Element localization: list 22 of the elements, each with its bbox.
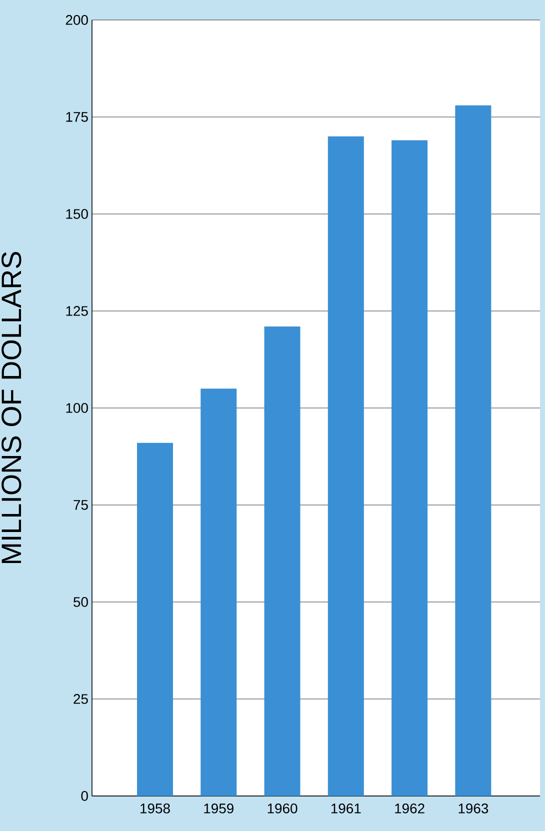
bar (264, 326, 300, 796)
bar (392, 140, 428, 796)
y-tick-label: 50 (74, 597, 88, 607)
x-tick-label: 1960 (268, 804, 298, 814)
x-tick-label: 1961 (331, 804, 361, 814)
y-tick-label: 100 (66, 403, 88, 413)
y-tick-label: 25 (74, 694, 88, 704)
y-tick-label: 200 (66, 15, 88, 25)
y-tick-label: 150 (66, 209, 88, 219)
bar (328, 136, 364, 796)
y-tick-label: 125 (66, 306, 88, 316)
y-axis-title: MILLIONS OF DOLLARS (2, 252, 22, 564)
x-tick-label: 1962 (395, 804, 424, 814)
x-tick-label: 1963 (458, 804, 488, 814)
x-tick-label: 1958 (140, 804, 170, 814)
bar (200, 388, 237, 796)
bar (137, 442, 173, 796)
y-tick-label: 175 (66, 112, 88, 122)
y-tick-label: 0 (81, 791, 88, 801)
bar (455, 105, 492, 796)
y-tick-label: 75 (74, 500, 88, 510)
x-tick-label: 1959 (204, 804, 234, 814)
